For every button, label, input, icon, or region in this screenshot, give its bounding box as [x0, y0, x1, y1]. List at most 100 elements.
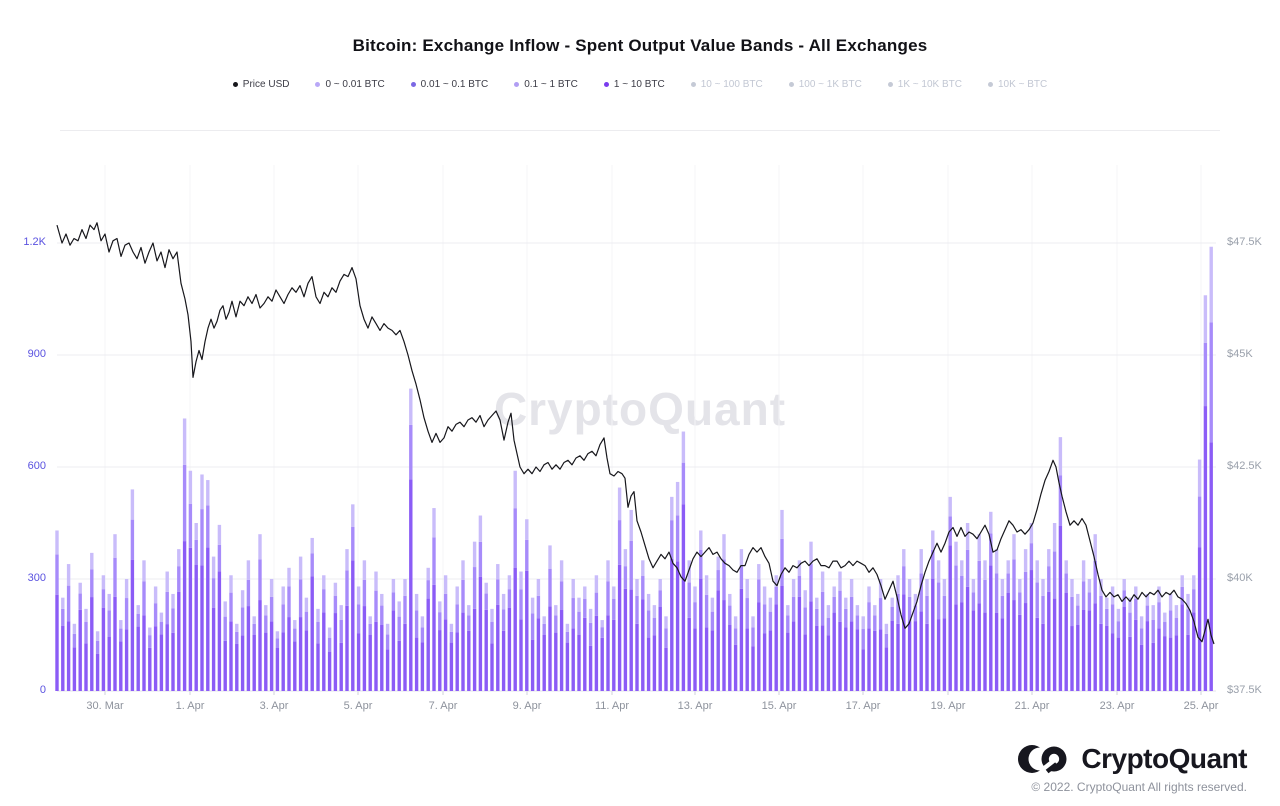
- legend-item-1-10-btc[interactable]: 1 ~ 10 BTC: [603, 79, 665, 90]
- inflow-bar-segment: [548, 568, 552, 607]
- inflow-bar-segment: [1186, 634, 1190, 691]
- x-axis-tick: 30. Mar: [86, 700, 124, 712]
- inflow-bar-segment: [211, 607, 216, 691]
- inflow-bar-segment: [536, 618, 541, 691]
- inflow-bar-segment: [95, 653, 100, 691]
- inflow-bar-segment: [1006, 573, 1010, 593]
- inflow-bar-segment: [913, 605, 918, 622]
- inflow-bar-segment: [797, 596, 802, 691]
- inflow-bar-segment: [55, 594, 59, 691]
- inflow-bar-segment: [55, 530, 59, 555]
- inflow-bar-segment: [217, 544, 222, 572]
- inflow-bar-segment: [791, 596, 796, 622]
- inflow-bar-segment: [66, 585, 71, 622]
- inflow-bar-segment: [739, 588, 744, 691]
- inflow-bar-segment: [1029, 543, 1034, 571]
- inflow-bar-segment: [519, 619, 523, 691]
- inflow-bar-segment: [298, 556, 303, 580]
- inflow-bar-segment: [496, 579, 500, 605]
- inflow-bar-segment: [455, 586, 459, 605]
- inflow-bar-segment: [699, 530, 703, 550]
- inflow-bar-segment: [699, 578, 703, 691]
- inflow-bar-segment: [791, 621, 796, 691]
- inflow-bar-segment: [948, 496, 952, 517]
- inflow-bar-segment: [229, 621, 233, 691]
- inflow-bar-segment: [327, 651, 332, 691]
- inflow-bar-segment: [1209, 322, 1213, 443]
- inflow-bar-segment: [571, 628, 575, 691]
- right-axis-tick: $37.5K: [1227, 684, 1262, 696]
- inflow-bar-segment: [774, 586, 778, 605]
- inflow-bar-segment: [838, 571, 842, 591]
- legend-item-0-0-01-btc[interactable]: 0 ~ 0.01 BTC: [315, 79, 385, 90]
- inflow-bar-segment: [704, 594, 709, 628]
- inflow-bar-segment: [1203, 342, 1208, 407]
- legend-item-10-100-btc[interactable]: 10 ~ 100 BTC: [690, 79, 763, 90]
- legend-item-1k-10k-btc[interactable]: 1K ~ 10K BTC: [887, 79, 962, 90]
- inflow-bar-segment: [148, 635, 152, 648]
- inflow-bar-segment: [269, 596, 274, 622]
- inflow-bar-segment: [1203, 406, 1208, 691]
- inflow-bar-segment: [490, 643, 494, 691]
- inflow-bar-segment: [1122, 579, 1126, 591]
- inflow-bar-segment: [687, 560, 691, 583]
- inflow-bar-segment: [356, 586, 361, 605]
- inflow-bar-segment: [1047, 549, 1051, 567]
- inflow-bar-segment: [739, 566, 744, 589]
- inflow-bar-segment: [269, 621, 274, 691]
- inflow-bar-segment: [501, 630, 506, 691]
- inflow-bar-segment: [432, 537, 436, 585]
- inflow-bar-segment: [536, 595, 541, 619]
- inflow-bar-segment: [768, 611, 773, 631]
- inflow-bar-segment: [983, 579, 987, 613]
- inflow-bar-segment: [942, 579, 947, 596]
- inflow-bar-segment: [397, 616, 401, 641]
- inflow-bar-segment: [844, 597, 848, 609]
- inflow-bar-segment: [374, 590, 378, 622]
- legend-item-0-01-0-1-btc[interactable]: 0.01 ~ 0.1 BTC: [410, 79, 488, 90]
- inflow-bar-segment: [1197, 547, 1202, 691]
- inflow-bar-segment: [455, 632, 459, 691]
- inflow-bar-segment: [223, 616, 227, 641]
- legend-item-price-usd[interactable]: Price USD: [232, 79, 289, 90]
- inflow-bar-segment: [1128, 636, 1132, 691]
- inflow-bar-segment: [258, 600, 262, 691]
- inflow-bar-segment: [414, 637, 419, 691]
- inflow-bar-segment: [902, 566, 906, 595]
- inflow-bar-segment: [1209, 442, 1213, 691]
- inflow-bar-segment: [484, 582, 488, 594]
- inflow-bar-segment: [461, 579, 465, 613]
- inflow-bar-segment: [861, 629, 865, 650]
- inflow-bar-segment: [107, 636, 111, 691]
- inflow-bar-segment: [931, 578, 935, 691]
- inflow-bar-segment: [223, 640, 227, 691]
- inflow-bar-segment: [861, 649, 865, 691]
- inflow-bar-segment: [786, 605, 790, 616]
- inflow-bar-segment: [95, 640, 100, 654]
- inflow-bar-segment: [287, 567, 291, 587]
- legend-item-10k-btc[interactable]: 10K ~ BTC: [988, 79, 1047, 90]
- inflow-bar-segment: [658, 579, 662, 591]
- inflow-bar-segment: [246, 606, 251, 691]
- legend-item-0-1-1-btc[interactable]: 0.1 ~ 1 BTC: [514, 79, 578, 90]
- legend-item-100-1k-btc[interactable]: 100 ~ 1K BTC: [788, 79, 862, 90]
- inflow-bar-segment: [101, 589, 106, 608]
- inflow-bar-segment: [878, 579, 883, 599]
- inflow-bar-segment: [774, 575, 778, 587]
- inflow-bar-segment: [90, 552, 94, 570]
- inflow-bar-segment: [791, 579, 796, 597]
- inflow-bar-segment: [159, 612, 164, 623]
- inflow-bar-segment: [855, 615, 860, 630]
- inflow-bar-segment: [194, 539, 198, 565]
- inflow-bar-segment: [420, 642, 425, 691]
- inflow-bar-segment: [907, 579, 912, 597]
- inflow-bar-segment: [310, 553, 314, 577]
- inflow-bar-segment: [1174, 635, 1179, 691]
- inflow-bar-segment: [72, 633, 77, 648]
- inflow-bar-segment: [1018, 614, 1022, 691]
- inflow-bar-segment: [902, 594, 906, 691]
- inflow-bar-segment: [525, 570, 529, 691]
- inflow-bar-segment: [1018, 579, 1022, 593]
- inflow-bar-segment: [849, 579, 854, 597]
- inflow-bar-segment: [235, 623, 239, 632]
